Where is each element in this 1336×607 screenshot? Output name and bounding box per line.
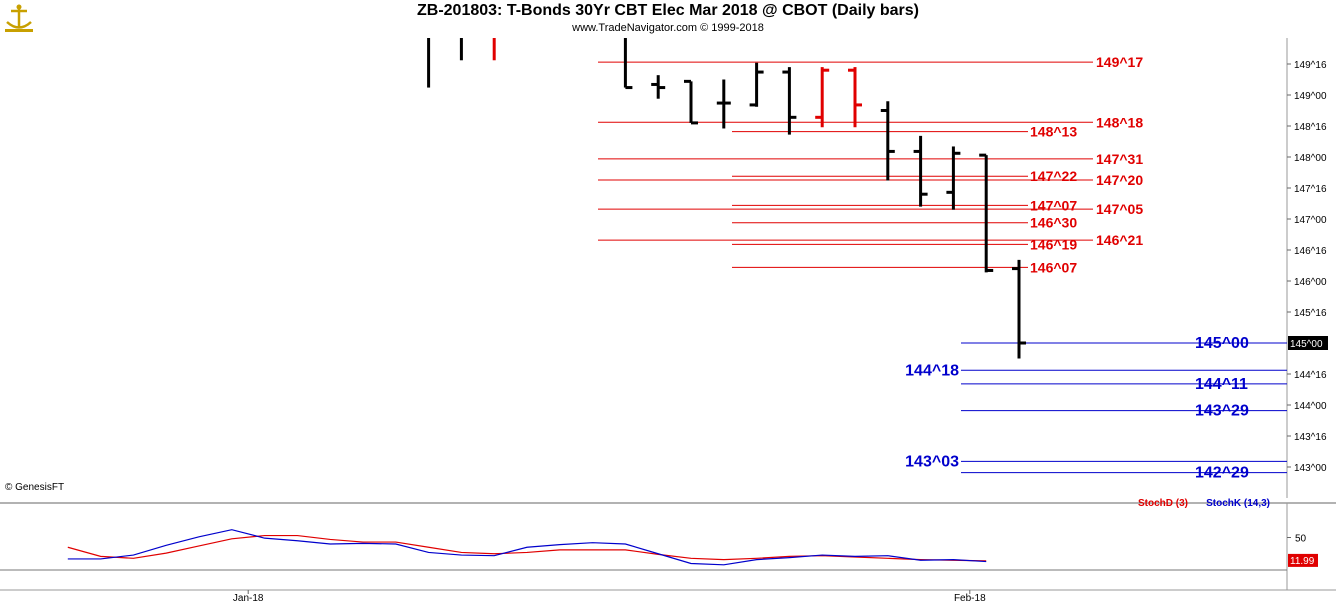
- price-tick-label: 147^16: [1294, 184, 1327, 195]
- level-label: 146^19: [1030, 236, 1077, 252]
- stoch-value-box: [1288, 553, 1318, 567]
- chart-title: ZB-201803: T-Bonds 30Yr CBT Elec Mar 201…: [417, 2, 919, 19]
- level-label: 147^22: [1030, 168, 1077, 184]
- time-tick-label: Jan-18: [233, 593, 264, 604]
- level-label: 147^31: [1096, 151, 1143, 167]
- level-label: 146^07: [1030, 259, 1077, 275]
- chart-subtitle: www.TradeNavigator.com © 1999-2018: [572, 22, 764, 34]
- level-label: 144^11: [1195, 376, 1248, 393]
- stochastic-pane: StochD (3) StochK (14,3) 50 11.99: [0, 498, 1318, 590]
- genesis-logo-icon: [2, 2, 36, 34]
- price-tick-label: 145^16: [1294, 308, 1327, 319]
- level-label: 148^18: [1096, 114, 1143, 130]
- level-label: 143^03: [905, 453, 959, 470]
- stoch-legend: StochD (3) StochK (14,3): [1138, 498, 1270, 509]
- level-label: 148^13: [1030, 124, 1077, 140]
- last-price-marker: 145^00: [1288, 336, 1328, 350]
- stoch-value-label: 11.99: [1290, 556, 1315, 567]
- level-label: 143^29: [1195, 403, 1249, 420]
- last-price-label: 145^00: [1290, 339, 1323, 350]
- price-tick-label: 143^16: [1294, 432, 1327, 443]
- price-levels: 149^17 148^18 148^13 147^31 147^22 147^20 147^…: [598, 54, 1287, 482]
- price-tick-label: 149^16: [1294, 60, 1327, 71]
- level-label: 147^05: [1096, 201, 1143, 217]
- stoch-lines: [67, 529, 987, 566]
- stoch-tick-label: 50: [1295, 534, 1307, 545]
- price-tick-label: 146^00: [1294, 277, 1327, 288]
- price-axis-ticks: 149^16 149^00 148^16 148^00 147^16 147^00 146^…: [1287, 60, 1327, 474]
- stoch-axis-ticks: 50 11.99: [1287, 534, 1318, 567]
- price-tick-label: 146^16: [1294, 246, 1327, 257]
- price-tick-label: 148^16: [1294, 122, 1327, 133]
- price-tick-label: 143^00: [1294, 463, 1327, 474]
- level-label: 142^29: [1195, 465, 1249, 482]
- level-label: 144^18: [905, 362, 959, 379]
- stoch-legend-item: StochD (3): [1138, 498, 1188, 509]
- level-label: 145^00: [1195, 335, 1249, 352]
- price-tick-label: 149^00: [1294, 91, 1327, 102]
- level-label: 146^21: [1096, 232, 1143, 248]
- time-tick-label: Feb-18: [954, 593, 986, 604]
- stoch-series-line: [67, 529, 987, 566]
- price-tick-label: 144^00: [1294, 401, 1327, 412]
- copyright-label: © GenesisFT: [5, 482, 65, 493]
- time-axis: Jan-18 Feb-18: [233, 590, 986, 604]
- price-bars: [427, 38, 1026, 359]
- last-price-box: [1288, 336, 1328, 350]
- price-tick-label: 144^16: [1294, 370, 1327, 381]
- level-label: 149^17: [1096, 54, 1143, 70]
- price-pane: 149^16 149^00 148^16 148^00 147^16 147^00 146^…: [427, 38, 1328, 498]
- stoch-legend-item: StochK (14,3): [1206, 498, 1270, 509]
- level-label: 147^07: [1030, 197, 1077, 213]
- stoch-series-line: [67, 534, 987, 562]
- level-label: 146^30: [1030, 215, 1077, 231]
- price-tick-label: 147^00: [1294, 215, 1327, 226]
- level-label: 147^20: [1096, 172, 1143, 188]
- price-tick-label: 148^00: [1294, 153, 1327, 164]
